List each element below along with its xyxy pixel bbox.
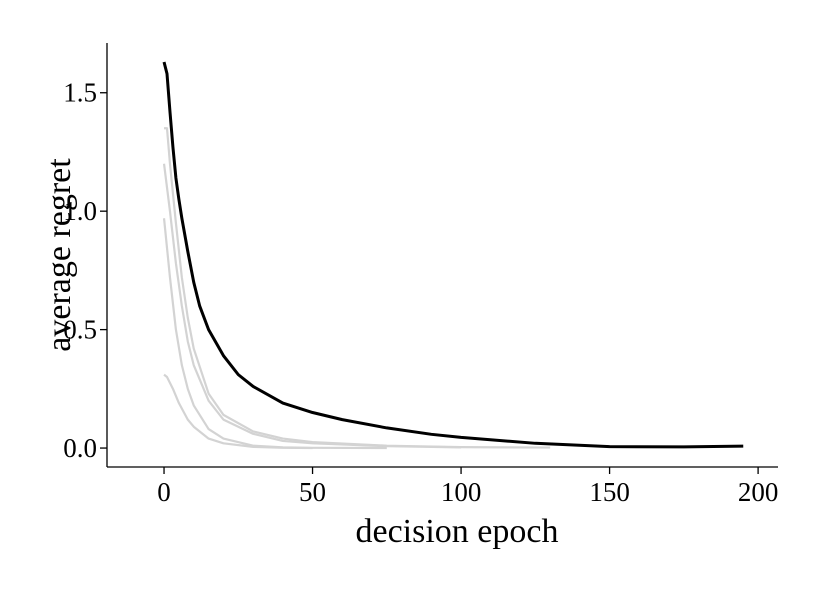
line-series <box>162 61 744 449</box>
line-series <box>164 127 551 449</box>
line-series <box>163 373 313 450</box>
x-tick-label: 100 <box>441 477 482 507</box>
y-tick-label: 0.5 <box>63 315 97 345</box>
y-tick-label: 1.0 <box>63 196 97 226</box>
line-series <box>162 218 387 450</box>
x-tick-label: 150 <box>589 477 630 507</box>
y-tick-label: 1.5 <box>63 78 97 108</box>
x-axis-label: decision epoch <box>356 513 559 550</box>
x-tick-label: 50 <box>299 477 326 507</box>
x-tick-label: 0 <box>157 477 171 507</box>
y-tick-label: 0.0 <box>63 433 97 463</box>
y-axis-label: average regret <box>41 158 78 352</box>
line-series <box>162 163 462 449</box>
x-tick-label: 200 <box>738 477 779 507</box>
